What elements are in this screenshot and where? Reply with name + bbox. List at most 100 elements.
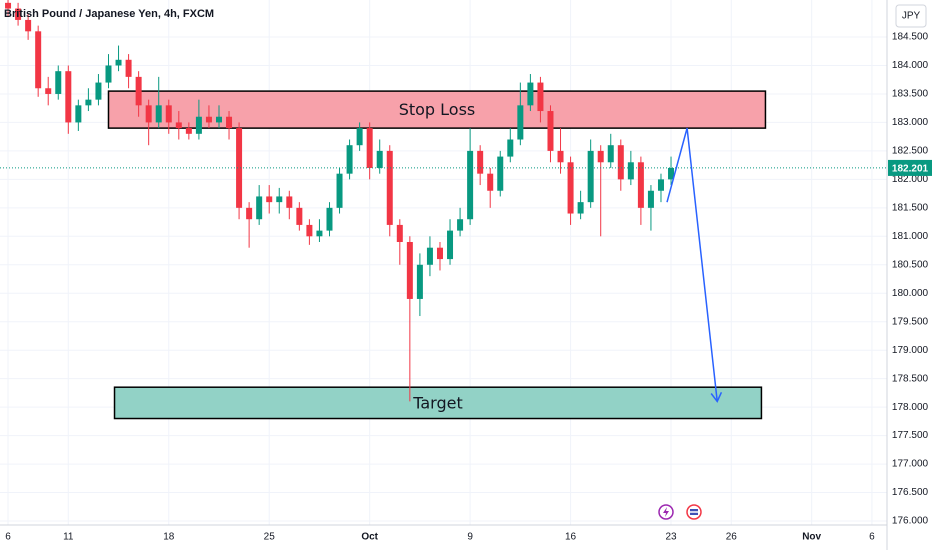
candle-body [366, 128, 373, 168]
candle-body [226, 116, 233, 129]
x-tick-label: 11 [63, 532, 74, 543]
y-tick-label: 180.500 [892, 259, 929, 270]
candle-body [205, 116, 212, 123]
arrow-head [710, 392, 723, 403]
candle-body [286, 196, 293, 208]
zone [113, 386, 763, 420]
candle-body [85, 99, 92, 106]
candle-body [95, 82, 102, 100]
candle-body [487, 173, 494, 191]
candle-body [386, 150, 393, 225]
axes: 176.000 176.500 177.000 177.500 178.000 178.5… [5, 32, 932, 543]
y-tick-label: 181.000 [892, 231, 929, 242]
currency-label: JPY [902, 11, 921, 22]
candle-body [376, 150, 383, 168]
candle-body [507, 139, 514, 157]
zone-label: Stop Loss [399, 100, 476, 119]
candle-body [306, 224, 313, 237]
candle-body [597, 150, 604, 163]
x-tick-label: 23 [665, 532, 677, 543]
candle-body [647, 190, 654, 208]
last-price-label: 182.201 [892, 164, 929, 175]
candle-body [155, 105, 162, 123]
y-tick-label: 178.500 [892, 373, 929, 384]
candle-body [125, 59, 132, 77]
candle-body [185, 128, 192, 134]
candle-body [145, 105, 152, 123]
x-tick-label: 16 [565, 532, 577, 543]
candle-body [406, 242, 413, 299]
chart-title: British Pound / Japanese Yen, 4h, FXCM [4, 8, 214, 20]
candle-body [617, 145, 624, 180]
candle-body [55, 71, 62, 94]
y-tick-label: 184.500 [892, 32, 929, 43]
candle-body [15, 8, 22, 20]
candle-body [436, 247, 443, 260]
candle-body [115, 59, 122, 66]
y-tick-label: 184.000 [892, 60, 929, 71]
x-tick-label: 9 [467, 532, 473, 543]
y-tick-label: 176.500 [892, 487, 929, 498]
candle-body [236, 128, 243, 208]
zone-label: Target [412, 393, 463, 412]
candle-body [336, 173, 343, 208]
candle-body [75, 105, 82, 123]
candle-body [165, 105, 172, 123]
candle-body [195, 116, 202, 134]
candle-body [517, 105, 524, 140]
candle-body [477, 150, 484, 174]
candle-body [276, 196, 283, 203]
currency-box[interactable] [895, 4, 927, 28]
candle-body [326, 207, 333, 231]
candle-body [557, 150, 564, 163]
candle-body [607, 145, 614, 163]
candle-body [266, 196, 273, 203]
candle-body [657, 179, 664, 191]
y-tick-label: 183.500 [892, 89, 929, 100]
candle-body [426, 247, 433, 265]
candle-body [527, 82, 534, 106]
candle-body [668, 167, 675, 180]
y-tick-label: 181.500 [892, 202, 929, 213]
x-tick-label: 6 [5, 532, 11, 543]
candle-body [105, 65, 112, 83]
candle-body [467, 150, 474, 220]
y-tick-label: 177.500 [892, 430, 929, 441]
candle-body [416, 264, 423, 299]
candle-body [577, 202, 584, 214]
candles [5, 0, 675, 402]
event-icons[interactable] [658, 504, 702, 520]
candle-body [396, 224, 403, 243]
y-tick-label: 179.000 [892, 345, 929, 356]
candle-body [637, 162, 644, 208]
candle-body [246, 207, 253, 220]
candle-body [35, 31, 42, 89]
y-tick-label: 178.000 [892, 402, 929, 413]
candle-body [457, 219, 464, 231]
candle-body [25, 19, 32, 32]
candle-body [135, 76, 142, 106]
candle-body [5, 2, 12, 9]
candle-body [316, 230, 323, 237]
last-price-box [888, 159, 932, 176]
candle-body [447, 230, 454, 260]
candle-body [215, 116, 222, 123]
zones [107, 90, 767, 420]
candle-body [256, 196, 263, 220]
x-tick-label: Nov [802, 532, 821, 543]
x-tick-label: 26 [726, 532, 738, 543]
y-tick-label: 179.500 [892, 316, 929, 327]
candle-body [547, 111, 554, 151]
y-tick-label: 180.000 [892, 288, 929, 299]
y-tick-label: 182.500 [892, 146, 929, 157]
y-tick-label: 183.000 [892, 117, 929, 128]
overlay: Stop Loss Target [0, 100, 887, 412]
candle-body [45, 88, 52, 94]
candle-body [356, 128, 363, 146]
candle-body [497, 156, 504, 191]
y-tick-label: 182.000 [892, 174, 929, 185]
candle-body [587, 150, 594, 203]
y-tick-label: 177.000 [892, 459, 929, 470]
candle-body [627, 162, 634, 180]
